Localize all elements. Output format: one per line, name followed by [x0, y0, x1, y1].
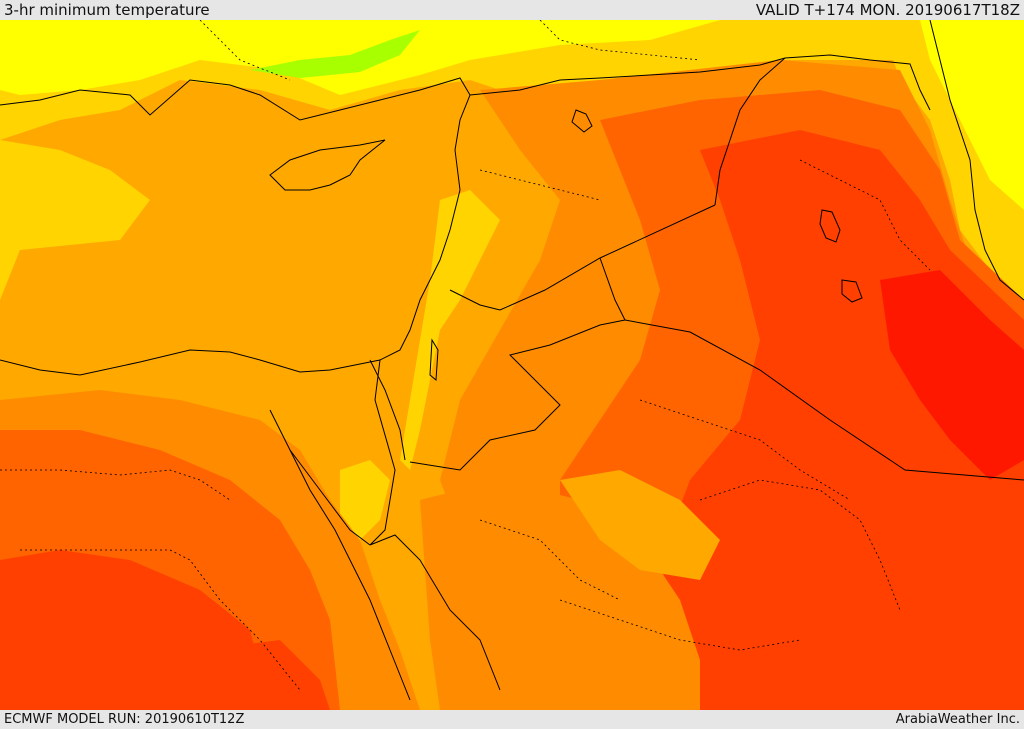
temperature-zone-ne-bright [920, 20, 1024, 210]
temperature-zone-sudan-hot [200, 640, 330, 710]
valid-time: VALID T+174 MON. 20190617T18Z [755, 1, 1020, 19]
coastlines [0, 20, 1024, 701]
iraq-lakes [819, 209, 863, 303]
admin-boundaries [0, 20, 931, 691]
temperature-zone-iraq-red [880, 270, 1024, 480]
map-header: 3-hr minimum temperature VALID T+174 MON… [0, 0, 1024, 20]
temperature-zone-green-patch [250, 30, 420, 78]
temperature-zone-arabia-patch [560, 470, 720, 580]
map-title: 3-hr minimum temperature [4, 1, 210, 19]
country-borders [369, 54, 1024, 481]
temperature-zone-levant-coast [400, 190, 500, 470]
model-run: ECMWF MODEL RUN: 20190610T12Z [4, 712, 245, 727]
turkey-lake [571, 109, 593, 133]
temperature-map[interactable] [0, 20, 1024, 710]
credit: ArabiaWeather Inc. [895, 712, 1020, 727]
temperature-zone-med-sea [0, 240, 420, 375]
temperature-zone-sinai-light [340, 460, 390, 540]
map-footer: ECMWF MODEL RUN: 20190610T12Z ArabiaWeat… [0, 710, 1024, 729]
